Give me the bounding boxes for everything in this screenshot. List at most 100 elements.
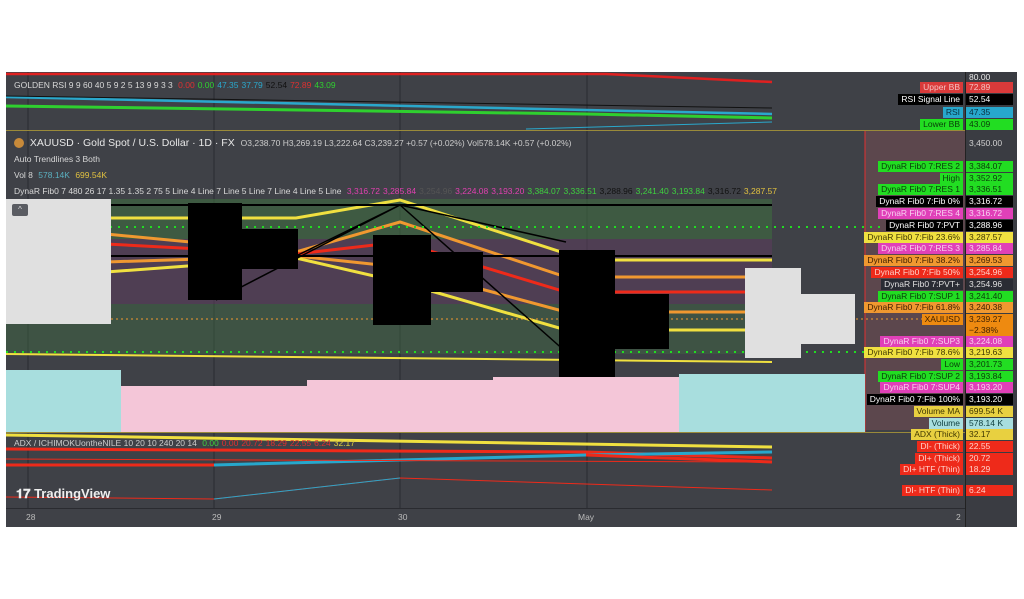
price-label-value: 3,269.53 [966,255,1013,266]
pane-divider[interactable] [6,432,1017,433]
dynar-value: 3,316.72 [346,186,380,196]
adx-value: 32.17 [333,438,355,448]
price-label-name: DynaR Fib0 7:SUP3 [880,336,963,347]
price-label: DI+ HTF (Thin) 18.29 [6,464,1017,475]
price-label-name: DynaR Fib0 7:RES 3 [878,243,963,254]
price-label-name: DynaR Fib0 7:PVT+ [881,279,963,290]
volume-bar [307,380,493,432]
rsi-value: 47.35 [217,80,239,90]
price-label: DynaR Fib0 7:RES 2 3,384.07 [6,161,1017,172]
rsi-lines [6,72,773,130]
price-label-value: 3,384.07 [966,161,1013,172]
price-label: Lower BB 43.09 [6,119,1017,130]
dynar-value: 3,193.84 [671,186,705,196]
dynar-value: 3,287.57 [743,186,778,196]
dynar-value: 3,384.07 [527,186,561,196]
candle [745,268,801,358]
auto-trendlines-legend[interactable]: Auto Trendlines 3 Both [14,154,101,164]
adx-legend[interactable]: ADX / ICHIMOKUontheNILE 10 20 10 240 20 … [14,438,361,448]
candle [801,294,855,344]
price-label: DynaR Fib0 7:Fib 23.6% 3,287.57 [6,232,1017,243]
candle [559,250,615,378]
price-label-name: Upper BB [920,82,963,93]
adx-value: 18.29 [265,438,287,448]
candle [615,294,669,349]
price-label-value: 3,450.00 [969,138,1003,148]
price-label: DynaR Fib0 7:RES 1 3,336.51 [6,184,1017,195]
rsi-value: 43.09 [314,80,336,90]
time-axis-label: 28 [26,512,36,522]
price-label-value: 3,288.96 [966,220,1013,231]
price-label-value: 3,254.96 [966,267,1013,278]
dynar-value: 3,193.20 [491,186,525,196]
candle [188,203,242,300]
chart-window[interactable]: GOLDEN RSI 9 9 60 40 5 9 2 5 13 9 9 3 3 … [6,72,1017,527]
volume-bar [679,374,865,432]
dynar-value: 3,224.08 [455,186,489,196]
price-label-name: DynaR Fib0 7:Fib 0% [876,196,963,207]
rsi-value: 52.54 [265,80,288,90]
price-label: DynaR Fib0 7:RES 3 3,285.84 [6,243,1017,254]
volume-bar [493,377,679,432]
price-label: DynaR Fib0 7:Fib 61.8% 3,240.38 [6,302,1017,313]
price-label-value: 3,352.92 [966,173,1013,184]
volume-bar [121,386,307,432]
price-label-name: DynaR Fib0 7:SUP 2 [878,371,963,382]
price-label-value: 3,336.51 [966,184,1013,195]
price-label-value: 22.55 [966,441,1013,452]
rsi-legend[interactable]: GOLDEN RSI 9 9 60 40 5 9 2 5 13 9 9 3 3 … [14,80,342,90]
price-label-value: 699.54 K [966,406,1013,417]
rsi-value: 0.00 [178,80,195,90]
price-label-name: RSI [942,107,963,118]
symbol-legend[interactable]: XAUUSD · Gold Spot / U.S. Dollar · 1D · … [14,137,574,149]
symbol-title[interactable]: XAUUSD · Gold Spot / U.S. Dollar · 1D · … [29,137,235,149]
price-label-value: 3,193.20 [966,382,1013,393]
collapse-legend-button[interactable]: ^ [12,204,28,216]
price-label-value: 20.72 [966,453,1013,464]
price-label-name: DynaR Fib0 7:Fib 100% [866,394,963,405]
chevron-up-icon: ^ [18,205,22,214]
price-label: DynaR Fib0 7:Fib 50% 3,254.96 [6,267,1017,278]
price-label: High 3,352.92 [6,173,1017,184]
price-label: DI+ (Thick) 20.72 [6,453,1017,464]
price-label-value: 3,193.84 [966,371,1013,382]
chart-canvas[interactable] [6,72,1017,527]
adx-value: 0.00 [221,438,239,448]
rsi-value: 37.79 [241,80,263,90]
price-label-name: DI+ HTF (Thin) [900,464,963,475]
price-label-name: DI- HTF (Thin) [902,485,963,496]
time-axis-divider [6,508,1017,509]
pane-divider[interactable] [6,130,1017,131]
dynar-value: 3,285.84 [382,186,417,196]
dynar-legend[interactable]: DynaR Fib0 7 480 26 17 1.35 1.35 2 75 5 … [14,186,783,196]
rsi-value: 0.00 [197,80,215,90]
price-label-name: DynaR Fib0 7:Fib 78.6% [864,347,963,358]
price-label-name: DynaR Fib0 7:Fib 50% [871,267,963,278]
dynar-value: 3,254.96 [419,186,453,196]
price-label: Low 3,201.73 [6,359,1017,370]
price-label-name: Low [941,359,963,370]
price-label-value: 52.54 [966,94,1013,105]
price-change-percent: −2.38% [966,325,1013,336]
price-label-value: 47.35 [966,107,1013,118]
candles [6,199,855,378]
price-label-name: DynaR Fib0 7:Fib 61.8% [864,302,963,313]
price-label-name: Volume MA [913,406,963,417]
volume-bars [6,370,865,432]
price-label-name: DynaR Fib0 7:SUP4 [880,382,963,393]
price-label: DynaR Fib0 7:PVT 3,288.96 [6,220,1017,231]
price-label: DynaR Fib0 7:PVT+ 3,254.96 [6,279,1017,290]
price-label-value: 3,201.73 [966,359,1013,370]
price-label-name: DynaR Fib0 7:RES 4 [878,208,963,219]
volume-bar [6,370,121,432]
price-label-name: Volume [928,418,963,429]
price-label-value: 3,316.72 [966,208,1013,219]
price-label: DynaR Fib0 7:Fib 0% 3,316.72 [6,196,1017,207]
price-label-name: DI- (Thick) [917,441,963,452]
price-label: DynaR Fib0 7:RES 4 3,316.72 [6,208,1017,219]
price-label: DynaR Fib0 7:SUP4 3,193.20 [6,382,1017,393]
price-label: DynaR Fib0 7:Fib 78.6% 3,219.63 [6,347,1017,358]
vol-label: Vol 8 [14,170,33,180]
volume-legend[interactable]: Vol 8 578.14K 699.54K [14,170,110,180]
price-label-value: 3,193.20 [966,394,1013,405]
